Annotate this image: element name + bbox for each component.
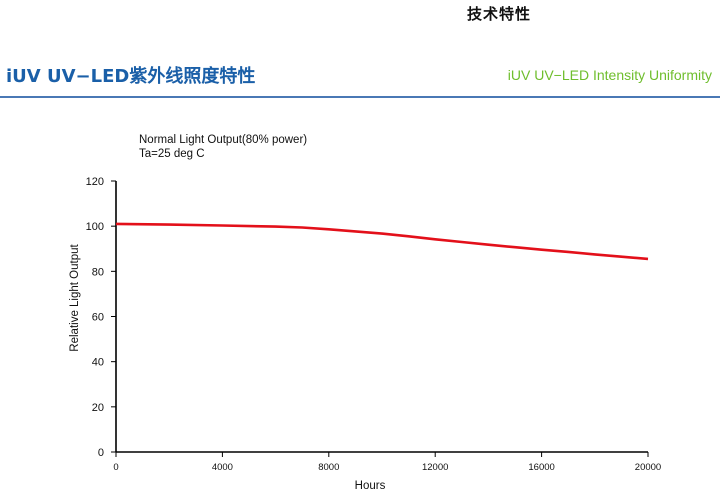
y-tick-label: 60 xyxy=(92,312,104,324)
y-tick-label: 40 xyxy=(92,357,104,369)
header-divider xyxy=(0,96,720,98)
y-tick-label: 80 xyxy=(92,266,104,278)
page-title-chinese: iUV UV−LED紫外线照度特性 xyxy=(6,66,256,87)
y-axis-label: Relative Light Output xyxy=(69,244,81,352)
section-title: 技术特性 xyxy=(467,5,532,23)
y-tick-label: 0 xyxy=(98,447,104,459)
x-tick-label: 8000 xyxy=(318,462,339,473)
series-line xyxy=(115,222,649,261)
x-tick-label: 4000 xyxy=(212,462,233,473)
x-tick-label: 0 xyxy=(113,462,118,473)
chart-annotation: Normal Light Output(80% power) xyxy=(139,134,307,146)
y-tick-label: 100 xyxy=(86,221,104,233)
x-axis-label: Hours xyxy=(355,480,386,492)
x-tick-label: 16000 xyxy=(528,462,554,473)
x-tick-label: 20000 xyxy=(635,462,661,473)
y-tick-label: 20 xyxy=(92,402,104,414)
y-tick-label: 120 xyxy=(86,176,104,188)
x-tick-label: 12000 xyxy=(422,462,448,473)
page-title-english: iUV UV−LED Intensity Uniformity xyxy=(507,67,712,83)
chart-annotation: Ta=25 deg C xyxy=(139,148,205,160)
